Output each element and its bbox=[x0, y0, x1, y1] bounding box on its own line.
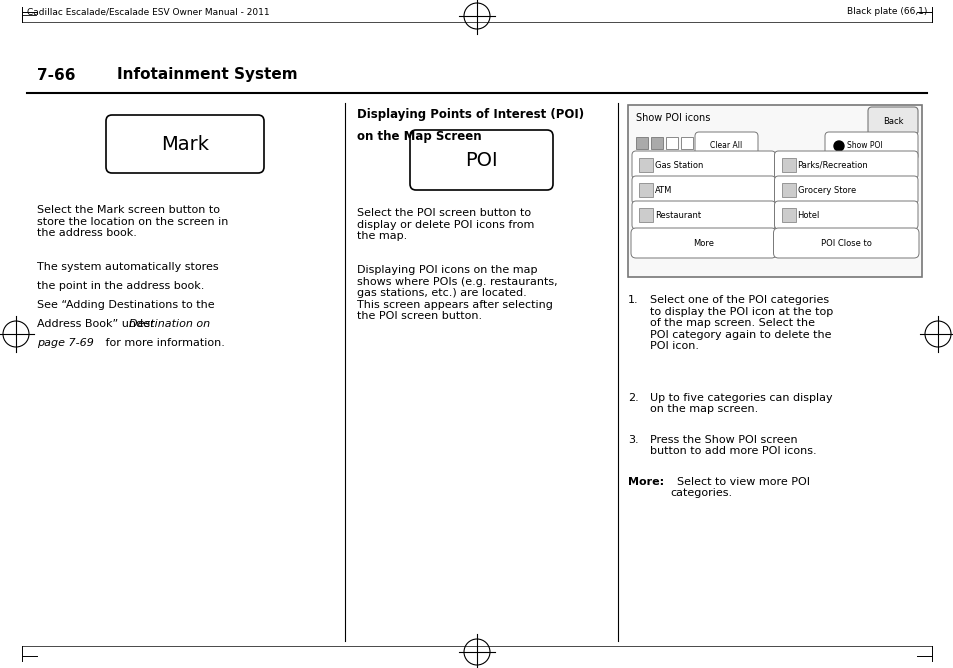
Bar bbox=[650, 137, 662, 149]
Text: on the Map Screen: on the Map Screen bbox=[356, 130, 481, 143]
Bar bbox=[627, 105, 921, 277]
Text: 3.: 3. bbox=[627, 434, 638, 444]
Text: Hotel: Hotel bbox=[797, 210, 819, 220]
Bar bbox=[781, 158, 795, 172]
Text: page 7-69: page 7-69 bbox=[37, 338, 93, 348]
Text: POI: POI bbox=[465, 150, 497, 170]
Bar bbox=[781, 183, 795, 197]
Bar bbox=[665, 137, 678, 149]
Bar bbox=[639, 183, 652, 197]
Text: Select one of the POI categories
to display the POI icon at the top
of the map s: Select one of the POI categories to disp… bbox=[649, 295, 832, 351]
Text: Cadillac Escalade/Escalade ESV Owner Manual - 2011: Cadillac Escalade/Escalade ESV Owner Man… bbox=[27, 7, 270, 17]
Text: More: More bbox=[693, 238, 714, 248]
Text: Back: Back bbox=[882, 116, 902, 126]
FancyBboxPatch shape bbox=[630, 228, 776, 258]
Text: Address Book” under: Address Book” under bbox=[37, 319, 158, 329]
Text: The system automatically stores: The system automatically stores bbox=[37, 262, 218, 272]
Text: See “Adding Destinations to the: See “Adding Destinations to the bbox=[37, 300, 214, 310]
Circle shape bbox=[833, 141, 843, 151]
Text: Grocery Store: Grocery Store bbox=[797, 186, 855, 194]
FancyBboxPatch shape bbox=[631, 201, 775, 229]
Text: More:: More: bbox=[627, 476, 663, 486]
Text: 2.: 2. bbox=[627, 393, 639, 403]
FancyBboxPatch shape bbox=[773, 228, 918, 258]
Text: Show POI icons: Show POI icons bbox=[636, 113, 710, 123]
FancyBboxPatch shape bbox=[695, 132, 758, 160]
Text: Press the Show POI screen
button to add more POI icons.: Press the Show POI screen button to add … bbox=[649, 434, 816, 456]
Text: 1.: 1. bbox=[627, 295, 638, 305]
Text: Displaying POI icons on the map
shows where POIs (e.g. restaurants,
gas stations: Displaying POI icons on the map shows wh… bbox=[356, 265, 558, 321]
Bar bbox=[680, 137, 692, 149]
Text: Displaying Points of Interest (POI): Displaying Points of Interest (POI) bbox=[356, 108, 583, 121]
FancyBboxPatch shape bbox=[631, 151, 775, 179]
Text: Mark: Mark bbox=[161, 134, 209, 154]
Text: Show POI: Show POI bbox=[846, 142, 882, 150]
Bar bbox=[639, 208, 652, 222]
Text: Select to view more POI
categories.: Select to view more POI categories. bbox=[669, 476, 809, 498]
Text: the point in the address book.: the point in the address book. bbox=[37, 281, 204, 291]
FancyBboxPatch shape bbox=[410, 130, 553, 190]
FancyBboxPatch shape bbox=[774, 151, 917, 179]
Text: Gas Station: Gas Station bbox=[655, 160, 702, 170]
Text: 7-66: 7-66 bbox=[37, 67, 75, 83]
Text: Destination on: Destination on bbox=[129, 319, 210, 329]
Text: Select the POI screen button to
display or delete POI icons from
the map.: Select the POI screen button to display … bbox=[356, 208, 534, 241]
Text: ATM: ATM bbox=[655, 186, 672, 194]
FancyBboxPatch shape bbox=[631, 176, 775, 204]
Text: POI Close to: POI Close to bbox=[820, 238, 871, 248]
FancyBboxPatch shape bbox=[106, 115, 264, 173]
Bar bbox=[636, 137, 647, 149]
Text: Select the Mark screen button to
store the location on the screen in
the address: Select the Mark screen button to store t… bbox=[37, 205, 228, 238]
FancyBboxPatch shape bbox=[867, 107, 917, 135]
Text: Restaurant: Restaurant bbox=[655, 210, 700, 220]
FancyBboxPatch shape bbox=[774, 201, 917, 229]
FancyBboxPatch shape bbox=[824, 132, 917, 160]
Text: for more information.: for more information. bbox=[102, 338, 225, 348]
Bar bbox=[781, 208, 795, 222]
Bar bbox=[639, 158, 652, 172]
FancyBboxPatch shape bbox=[774, 176, 917, 204]
Text: Clear All: Clear All bbox=[710, 142, 741, 150]
Text: Parks/Recreation: Parks/Recreation bbox=[797, 160, 867, 170]
Text: Up to five categories can display
on the map screen.: Up to five categories can display on the… bbox=[649, 393, 832, 414]
Text: Infotainment System: Infotainment System bbox=[117, 67, 297, 83]
Text: Black plate (66,1): Black plate (66,1) bbox=[845, 7, 926, 17]
